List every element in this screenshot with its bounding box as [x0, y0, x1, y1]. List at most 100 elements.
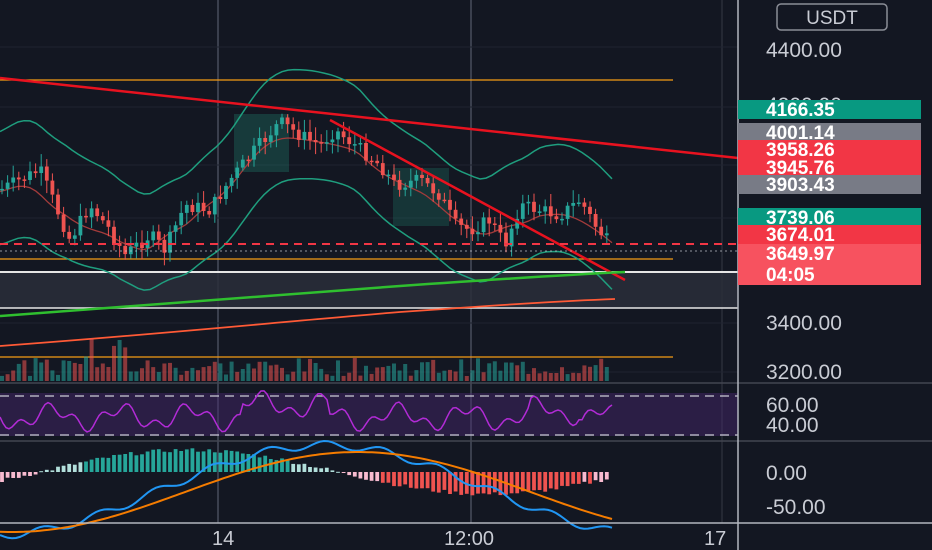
macd-hist-bar-30: [168, 452, 172, 472]
macd-hist-bar-36: [201, 451, 206, 472]
macd-hist-bar-73: [408, 472, 413, 488]
candle-body-102: [571, 203, 576, 206]
time-axis[interactable]: 14 12:00 17: [0, 522, 932, 550]
candle-body-61: [341, 131, 346, 138]
candle-body-107: [599, 226, 604, 236]
volume-bar-50: [280, 367, 284, 381]
candle-body-25: [140, 242, 144, 248]
candle-body-85: [476, 232, 480, 235]
volume-bar-15: [84, 356, 88, 381]
candle-body-2: [11, 177, 16, 183]
macd-hist-bar-28: [156, 449, 161, 472]
candle-body-64: [358, 143, 363, 145]
macd-signal-line: [0, 451, 613, 533]
volume-bar-90: [504, 362, 508, 381]
volume-bar-48: [268, 365, 273, 381]
volume-bar-14: [78, 364, 83, 381]
macd-hist-bar-87: [487, 472, 492, 495]
candle-body-76: [425, 178, 430, 184]
candle-body-1: [5, 182, 10, 189]
macd-hist-bar-8: [44, 469, 49, 472]
macd-hist-bar-93: [520, 472, 525, 492]
volume-bar-13: [72, 362, 77, 381]
macd-hist-bar-71: [397, 472, 402, 487]
macd-hist-bar-101: [565, 472, 570, 487]
volume-bar-7: [39, 362, 44, 381]
macd-indicator: [0, 439, 613, 540]
macd-hist-bar-3: [16, 472, 21, 478]
price-axis[interactable]: USDT 4400.00 4200.00 3400.00 3200.00 416…: [737, 0, 921, 550]
volume-bar-92: [515, 365, 520, 381]
volume-bar-96: [537, 373, 542, 381]
candle-body-13: [72, 235, 77, 239]
candle-body-69: [386, 174, 391, 177]
volume-bar-104: [582, 365, 587, 381]
candle-body-19: [106, 220, 111, 227]
volume-bar-95: [532, 368, 536, 381]
volume-bar-33: [184, 370, 189, 381]
macd-hist-bar-103: [576, 472, 581, 484]
volume-bar-62: [347, 372, 352, 381]
price-tag-label-1: 4001.14: [766, 123, 835, 144]
candle-body-75: [420, 174, 424, 178]
candle-body-5: [28, 171, 32, 180]
macd-hist-bar-85: [476, 472, 480, 494]
macd-hist-bar-34: [190, 448, 195, 472]
volume-bar-58: [324, 374, 329, 381]
candle-body-33: [184, 204, 189, 213]
volume-bar-94: [526, 373, 531, 381]
candle-body-50: [280, 117, 284, 125]
candle-body-56: [313, 140, 318, 143]
volume-bars: [0, 338, 609, 381]
macd-hist-bar-82: [459, 472, 464, 495]
price-tag-label-6: 3674.01: [766, 225, 835, 246]
descending-trendline: [329, 118, 626, 282]
macd-hist-bar-67: [375, 472, 380, 482]
candle-body-77: [431, 183, 436, 194]
volume-bar-45: [252, 368, 256, 381]
candle-body-80: [448, 199, 452, 210]
volume-bar-27: [151, 367, 156, 381]
macd-hist-bar-83: [464, 472, 469, 494]
volume-bar-66: [369, 373, 374, 381]
rsi-tick-40: 40.00: [766, 414, 819, 437]
currency-button-frame[interactable]: [776, 3, 888, 31]
candle-body-47: [263, 138, 268, 142]
candle-body-15: [84, 215, 88, 218]
volume-bar-31: [173, 367, 178, 381]
candle-body-45: [252, 145, 256, 160]
price-tag-0: [738, 100, 921, 119]
volume-bar-52: [291, 371, 296, 381]
volume-bar-102: [571, 372, 576, 381]
candle-body-58: [324, 142, 329, 144]
macd-hist-bar-15: [84, 461, 88, 472]
candle-body-38: [212, 196, 217, 215]
candle-body-95: [532, 201, 536, 212]
candle-body-101: [565, 205, 570, 219]
macd-hist-bar-55: [308, 467, 312, 472]
volume-bar-57: [319, 368, 324, 381]
volume-bar-19: [106, 367, 111, 381]
macd-hist-bar-29: [162, 451, 167, 472]
macd-hist-bar-2: [11, 472, 16, 478]
volume-bar-25: [140, 368, 144, 381]
candle-body-60: [336, 131, 340, 140]
candle-body-98: [548, 206, 553, 217]
volume-bar-30: [168, 362, 172, 381]
bollinger-lower: [0, 177, 613, 291]
candle-body-78: [436, 193, 441, 200]
macd-hist-bar-81: [453, 472, 458, 492]
currency-label[interactable]: USDT: [806, 8, 858, 29]
price-tag-label-2: 3958.26: [766, 140, 835, 161]
macd-hist-bar-108: [604, 472, 609, 480]
candle-body-31: [173, 225, 178, 232]
volume-bar-0: [0, 375, 4, 381]
volume-bar-3: [16, 363, 21, 381]
volume-bar-106: [593, 365, 598, 381]
macd-hist-bar-33: [184, 449, 189, 472]
candle-body-108: [604, 233, 609, 236]
rsi-tick-60: 60.00: [766, 394, 819, 417]
volume-bar-59: [330, 375, 335, 381]
